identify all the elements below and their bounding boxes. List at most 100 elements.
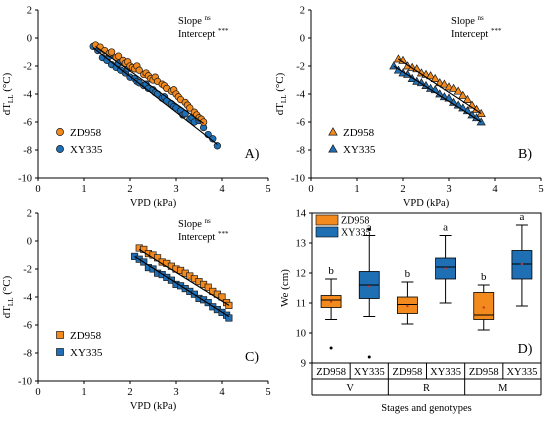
x-tick-label: 3 (173, 184, 178, 195)
significance-letter: b (481, 271, 487, 283)
x-tick-label: 1 (354, 184, 359, 195)
legend-marker (56, 145, 64, 153)
fit-line (393, 65, 482, 123)
x-tick-label: 2 (127, 184, 132, 195)
outlier-point (367, 228, 371, 231)
y-tick-label: 0 (27, 237, 32, 248)
y-tick-label: -10 (18, 174, 32, 185)
slope-sig: ns (205, 217, 212, 225)
intercept-label: Intercept (178, 29, 218, 40)
genotype-label: XY335 (430, 367, 461, 378)
y-tick-label: -10 (18, 377, 32, 388)
panel-letter: D) (518, 342, 533, 357)
x-tick-label: 5 (538, 184, 543, 195)
data-point (204, 299, 212, 307)
y-tick-label: 10 (296, 329, 307, 340)
legend-label: ZD958 (70, 127, 102, 139)
stage-label: M (498, 383, 508, 394)
significance-letter: a (367, 222, 372, 234)
y-label-sub: LL (7, 298, 15, 307)
y-tick-label: -6 (23, 321, 32, 332)
intercept-annotation: Intercept *** (178, 27, 229, 40)
y-label-main: dT (274, 103, 286, 116)
x-tick-label: 1 (81, 387, 86, 398)
y-label-sub: LL (280, 95, 288, 104)
y-tick-label: 2 (27, 6, 32, 17)
x-tick-label: 4 (219, 387, 225, 398)
data-point (199, 118, 208, 126)
genotype-label: ZD958 (316, 367, 346, 378)
legend-marker (328, 144, 338, 153)
x-tick-label: 3 (446, 184, 451, 195)
genotype-label: ZD958 (469, 367, 499, 378)
significance-letter: b (328, 265, 334, 277)
intercept-sig: *** (218, 230, 229, 238)
significance-letter: a (443, 222, 448, 234)
y-tick-label: -2 (23, 265, 32, 276)
y-tick-label: 14 (296, 209, 307, 220)
legend-label: XY335 (343, 144, 376, 156)
data-point (430, 73, 440, 82)
legend-label: XY335 (70, 144, 103, 156)
x-tick-label: 1 (81, 184, 86, 195)
y-axis-label: dTLL (°C) (274, 72, 288, 115)
mean-marker (368, 285, 371, 288)
y-tick-label: 2 (300, 6, 305, 17)
panel-letter: C) (245, 350, 259, 365)
fit-line (134, 255, 230, 318)
data-point (435, 89, 445, 98)
fit-line (95, 45, 204, 124)
y-tick-label: -6 (296, 118, 305, 129)
slope-annotation: Slope ns (451, 14, 484, 27)
x-axis-label: VPD (kPa) (403, 198, 450, 209)
y-tick-label: -2 (296, 62, 305, 73)
fit-line (398, 58, 482, 115)
y-tick-label: -4 (23, 293, 32, 304)
data-point (213, 142, 222, 150)
data-point (149, 265, 157, 273)
x-axis-label: VPD (kPa) (130, 198, 177, 209)
legend-swatch (315, 214, 339, 226)
y-tick-label: -4 (296, 90, 305, 101)
y-tick-label: 2 (27, 209, 32, 220)
data-point (458, 90, 468, 99)
mean-marker (406, 304, 409, 308)
panel-letter: B) (518, 147, 532, 162)
mean-marker (444, 267, 447, 270)
data-point (225, 301, 233, 309)
y-label-unit: (°C) (1, 72, 13, 94)
legend-marker (56, 331, 64, 339)
legend-label: ZD958 (343, 127, 375, 139)
stage-label: R (423, 383, 430, 394)
y-tick-label: -4 (23, 90, 32, 101)
mean-marker (482, 306, 485, 309)
slope-annotation: Slope ns (178, 14, 211, 27)
box (473, 292, 495, 320)
genotype-label: XY335 (506, 367, 537, 378)
legend-swatch (315, 226, 339, 238)
intercept-annotation: Intercept *** (178, 230, 229, 243)
x-tick-label: 4 (492, 184, 498, 195)
genotype-label: XY335 (354, 367, 385, 378)
data-point (462, 94, 473, 103)
slope-label: Slope (178, 219, 205, 230)
intercept-annotation: Intercept *** (451, 27, 502, 40)
fit-line (92, 47, 218, 145)
legend-label: ZD958 (70, 330, 102, 342)
x-tick-label: 3 (173, 387, 178, 398)
data-point (398, 55, 408, 64)
y-tick-label: -6 (23, 118, 32, 129)
intercept-label: Intercept (178, 232, 218, 243)
x-axis-label: Stages and genotypes (381, 403, 471, 414)
y-tick-label: -8 (23, 146, 32, 157)
mean-marker (520, 262, 524, 266)
y-tick-label: -8 (23, 349, 32, 360)
data-point (225, 314, 233, 322)
data-point (135, 66, 143, 74)
significance-letter: b (405, 268, 411, 280)
slope-label: Slope (178, 16, 205, 27)
fit-line (138, 248, 230, 306)
